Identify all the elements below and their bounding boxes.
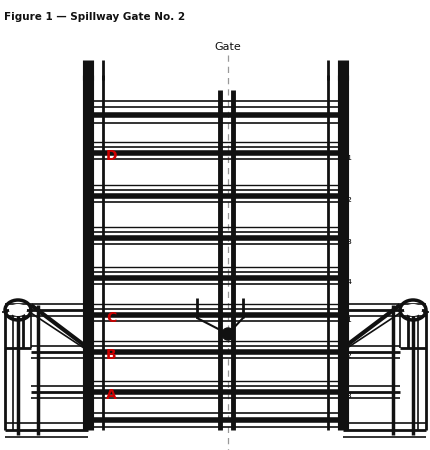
Text: D: D: [106, 149, 117, 163]
Text: Figure 1 — Spillway Gate No. 2: Figure 1 — Spillway Gate No. 2: [4, 12, 185, 22]
Ellipse shape: [9, 304, 27, 316]
Text: Gate: Gate: [214, 42, 241, 52]
Text: A: A: [106, 388, 117, 402]
Circle shape: [221, 328, 233, 340]
Text: B₃: B₃: [339, 234, 352, 248]
Text: B₄: B₄: [339, 274, 352, 288]
Text: B: B: [106, 348, 117, 362]
Text: A₁: A₁: [339, 311, 352, 324]
Text: B₂: B₂: [339, 193, 352, 206]
Text: A₃: A₃: [339, 388, 352, 401]
Ellipse shape: [403, 304, 421, 316]
Text: C: C: [106, 311, 116, 325]
Text: A₂: A₂: [339, 348, 352, 361]
Text: B₁: B₁: [339, 149, 352, 162]
